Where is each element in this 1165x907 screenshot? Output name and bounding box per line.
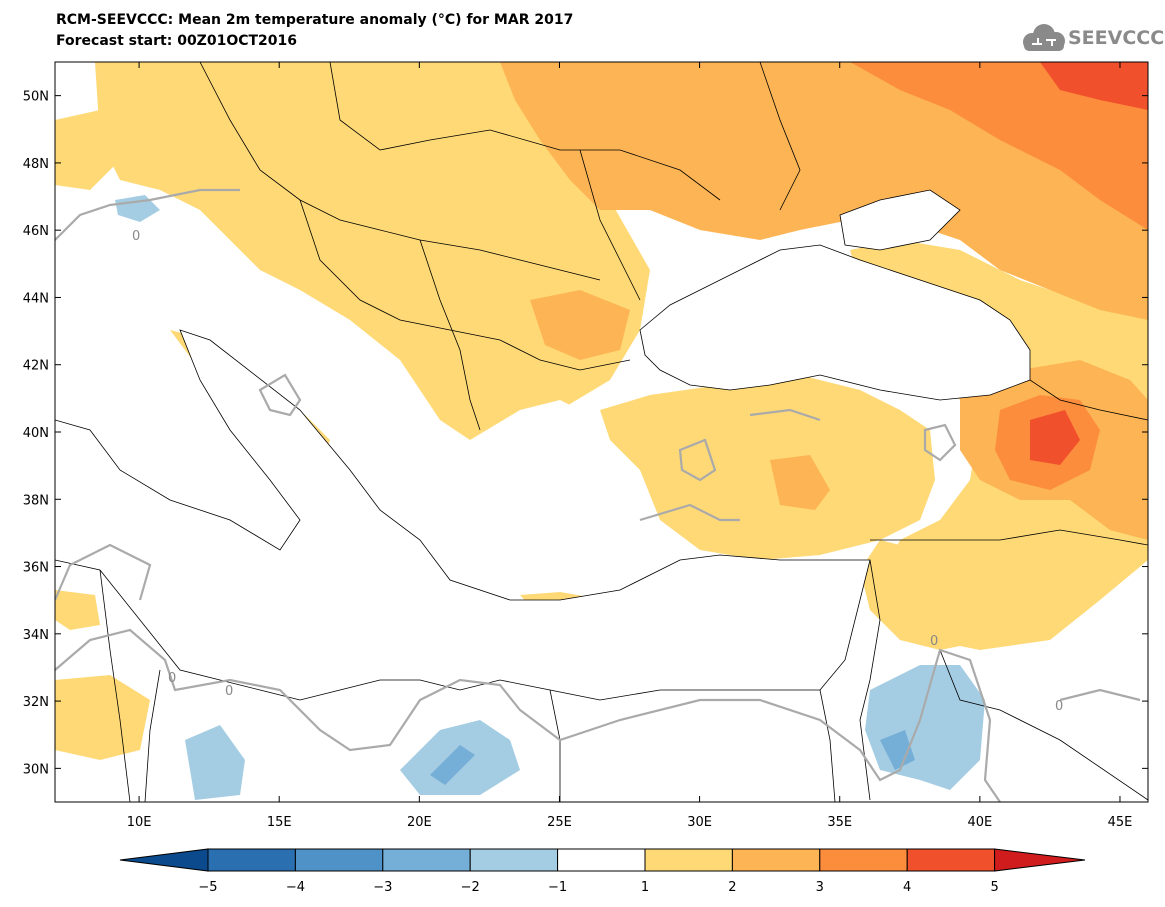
lat-tick-label: 42N — [23, 359, 49, 374]
lon-tick-label: 30E — [687, 815, 712, 830]
lon-tick-label: 15E — [267, 815, 292, 830]
colorbar-label: −3 — [373, 880, 392, 895]
colorbar-segment — [906, 848, 996, 872]
sea-aegean — [470, 400, 630, 560]
sea-black-sea — [639, 244, 1031, 401]
colorbar-segment — [557, 848, 646, 872]
colorbar-segment — [994, 848, 1086, 872]
sea-mediterranean — [55, 329, 871, 701]
lon-tick-label: 45E — [1108, 815, 1133, 830]
anomaly-area-northwest — [55, 110, 120, 190]
lat-tick-label: 50N — [23, 90, 49, 105]
lat-tick-label: 48N — [23, 157, 49, 172]
colorbar-label: −2 — [461, 880, 480, 895]
anomaly-area-jordan-cold-core — [880, 730, 915, 770]
colorbar-segment — [207, 848, 296, 872]
anomaly-area-eastern-turkey-peak — [1030, 410, 1080, 465]
lon-tick-label: 35E — [827, 815, 852, 830]
zero-contours — [55, 188, 1141, 802]
lon-tick-label: 40E — [967, 815, 992, 830]
anomaly-area-libya — [55, 675, 150, 760]
contour-label: 0 — [930, 634, 938, 649]
lat-tick-label: 38N — [23, 493, 49, 508]
lat-tick-label: 40N — [23, 426, 49, 441]
contour-label: 0 — [225, 684, 233, 699]
axis-tick-labels: 10E 15E 20E 25E 30E 35E 40E 45E 50N 48N 46N 44N 42N 4… — [23, 90, 1133, 830]
contour-label: 0 — [1055, 699, 1063, 714]
colorbar-segment — [119, 848, 209, 872]
colorbar-label: −4 — [286, 880, 305, 895]
contour-label: 0 — [132, 229, 140, 244]
colorbar-label: 3 — [816, 880, 824, 895]
temperature-anomaly-field: 0 0 0 0 0 — [55, 62, 1148, 802]
colorbar-segment — [644, 848, 733, 872]
colorbar-segment — [294, 848, 384, 872]
colorbar-segment — [731, 848, 821, 872]
lat-tick-label: 44N — [23, 291, 49, 306]
logo-text: SEEVCCC — [1068, 27, 1165, 49]
colorbar: −5 −4 −3 −2 −1 1 2 3 4 5 — [119, 848, 1086, 895]
axis-ticks — [55, 62, 1148, 802]
cloud-logo-icon — [1023, 24, 1065, 51]
lat-tick-label: 34N — [23, 628, 49, 643]
sea-azov — [839, 189, 961, 251]
lat-tick-label: 32N — [23, 695, 49, 710]
lon-tick-label: 10E — [127, 815, 152, 830]
lon-tick-label: 25E — [547, 815, 572, 830]
lat-tick-label: 30N — [23, 762, 49, 777]
lat-tick-label: 46N — [23, 224, 49, 239]
forecast-start-label: Forecast start: 00Z01OCT2016 — [56, 33, 298, 49]
lat-tick-label: 36N — [23, 561, 49, 576]
map-title: RCM-SEEVCCC: Mean 2m temperature anomaly… — [56, 12, 574, 28]
colorbar-segment — [819, 848, 908, 872]
colorbar-label: 5 — [990, 880, 998, 895]
colorbar-label: 4 — [903, 880, 911, 895]
anomaly-area-tunisia — [55, 590, 100, 630]
colorbar-label: 2 — [728, 880, 736, 895]
colorbar-label: −1 — [548, 880, 567, 895]
contour-label: 0 — [168, 671, 176, 686]
colorbar-label: 1 — [641, 880, 649, 895]
colorbar-segment — [382, 848, 471, 872]
anomaly-area-russia-peak — [1040, 62, 1148, 110]
anomaly-area-romania — [530, 290, 630, 360]
country-borders — [99, 62, 1148, 802]
sea-adriatic — [210, 270, 410, 440]
anomaly-area-libya-cold-core — [430, 745, 475, 785]
anomaly-area-alps-cold — [115, 195, 160, 222]
anomaly-area-levant — [860, 540, 1000, 650]
anomaly-area-central-anatolia — [770, 455, 830, 510]
anomaly-area-anatolia — [600, 375, 935, 560]
anomaly-area-sahara-cold — [185, 725, 245, 800]
lon-tick-label: 20E — [407, 815, 432, 830]
colorbar-label: −5 — [198, 880, 217, 895]
colorbar-segment — [469, 848, 559, 872]
anomaly-area-russia — [850, 62, 1148, 230]
